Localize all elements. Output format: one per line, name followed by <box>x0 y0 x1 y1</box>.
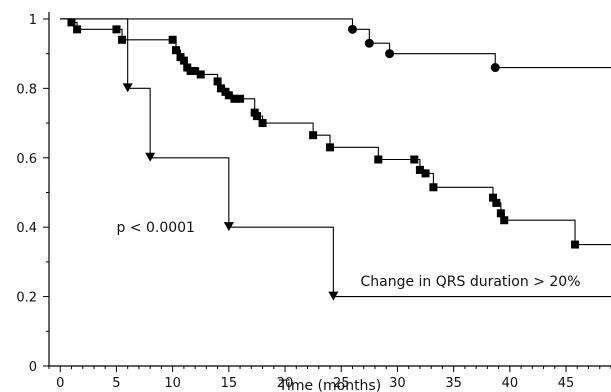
square-marker <box>172 46 181 55</box>
x-tick-label: 5 <box>112 376 120 391</box>
square-marker <box>112 25 121 34</box>
square-marker <box>309 131 318 140</box>
x-tick-label: 45 <box>558 376 575 391</box>
triangle-marker <box>223 222 234 232</box>
square-marker <box>73 25 82 34</box>
survival-curve-triangle <box>60 18 611 298</box>
triangle-marker <box>145 152 156 162</box>
x-tick-label: 40 <box>502 376 519 391</box>
axes: 00.20.40.60.810 5 10 15 20 25 30 35 40 45 <box>16 12 611 391</box>
y-tick-label: 0.6 <box>16 152 37 167</box>
square-marker <box>258 119 267 128</box>
square-marker <box>168 35 177 44</box>
x-tick-label: 25 <box>333 376 350 391</box>
y-tick-label: 0 <box>29 360 37 375</box>
curve-markers <box>67 18 580 301</box>
x-tick-label: 35 <box>445 376 462 391</box>
square-marker <box>571 240 580 249</box>
x-tick-label: 20 <box>277 376 294 391</box>
survival-curve-circle <box>60 18 611 69</box>
y-tick-label: 1 <box>29 13 37 28</box>
square-marker <box>118 35 127 44</box>
square-marker <box>488 193 497 202</box>
square-marker <box>216 84 225 93</box>
y-tick-label: 0.4 <box>16 221 37 236</box>
x-tick-label: 30 <box>389 376 406 391</box>
square-marker <box>492 198 501 207</box>
square-marker <box>186 67 195 75</box>
circle-marker <box>385 49 395 59</box>
square-marker <box>421 169 430 178</box>
circle-marker <box>347 24 357 34</box>
x-tick-label: 10 <box>164 376 181 391</box>
square-marker <box>410 155 419 164</box>
circle-marker <box>490 63 500 73</box>
triangle-marker <box>328 291 339 301</box>
qrs-curve-label: Change in QRS duration > 20% <box>360 274 580 290</box>
square-marker <box>500 216 509 225</box>
p-value-annotation: p < 0.0001 <box>116 220 195 236</box>
square-marker <box>213 77 222 86</box>
square-marker <box>429 183 438 192</box>
y-tick-label: 0.8 <box>16 82 37 97</box>
square-marker <box>224 91 233 100</box>
square-marker <box>374 155 383 164</box>
x-tick-label: 0 <box>56 376 64 391</box>
square-marker <box>236 94 245 103</box>
x-axis-title: Time (months) <box>278 378 381 392</box>
square-marker <box>230 94 239 103</box>
square-marker <box>326 143 334 152</box>
circle-marker <box>364 38 374 48</box>
square-marker <box>67 18 76 27</box>
survival-curves <box>60 18 611 298</box>
square-marker <box>191 67 200 75</box>
square-marker <box>252 112 261 121</box>
y-tick-label: 0.2 <box>16 291 37 306</box>
square-marker <box>496 209 505 218</box>
triangle-marker <box>122 83 133 93</box>
survival-curve-square <box>60 18 611 246</box>
x-tick-label: 15 <box>221 376 238 391</box>
square-marker <box>415 165 424 174</box>
square-marker <box>179 56 188 65</box>
square-marker <box>196 70 205 79</box>
